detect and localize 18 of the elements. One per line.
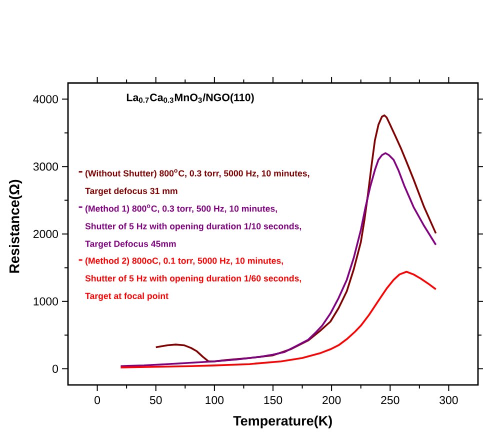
y-tick-label: 0	[52, 364, 58, 373]
y-tick-label: 1000	[34, 297, 58, 306]
y-tick-label: 3000	[33, 162, 58, 171]
y-tick-label: 4000	[33, 95, 58, 104]
legend-label: (Method 2) 800oC, 0.1 torr, 5000 Hz, 10 minutes, Shutter of 5 Hz with opening duration 1/60 seconds, Target at focal point	[85, 257, 302, 301]
annotation: La$_{0.7}$Ca$_{0.3}$MnO$_{3}$/NGO(110)	[126, 93, 254, 104]
x-tick-label: 200	[322, 396, 341, 404]
y-tick-label: 2000	[33, 230, 58, 238]
x-tick-label: 100	[206, 396, 224, 404]
x-tick-label: 0	[94, 396, 100, 404]
x-tick-label: 300	[440, 396, 458, 404]
x-tick-label: 150	[264, 396, 282, 404]
x-tick-label: 250	[381, 396, 400, 404]
x-tick-label: 50	[150, 396, 162, 404]
y-axis-title: Resistance(Ω)	[8, 180, 22, 273]
legend-label: (Method 1) 800$^{o}$C, 0.3 torr, 500 Hz, 10 minutes, Shutter of 5 Hz with opening duration 1/10 seconds, Target Defocus 45mm	[85, 204, 302, 249]
legend-label: (Without Shutter) 800$^{o}$C, 0.3 torr, 5000 Hz, 10 minutes, Target defocus 31 mm	[85, 169, 310, 196]
x-axis-title: Temperature(K)	[233, 416, 332, 428]
